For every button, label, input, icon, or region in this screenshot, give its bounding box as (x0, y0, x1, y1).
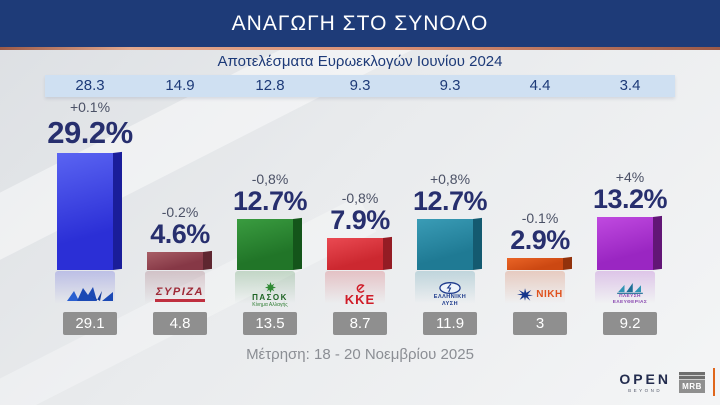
nd-flag-icon (67, 287, 113, 301)
kke-logo-text: ΚΚΕ (344, 291, 376, 307)
elliniki-lysi-logo-subtext: ΛΥΣΗ (441, 300, 459, 307)
pasok-logo-subtext: Κίνημα Αλλαγής (252, 301, 288, 308)
plefsi-logo-text: ΠΛΕΥΣΗ (619, 294, 641, 300)
pasok-logo-text: ΠΑΣΟΚ (252, 292, 288, 302)
previous-value-badge: 9.2 (603, 312, 657, 335)
euro-result-nd: 28.3 (75, 77, 105, 94)
bar-elliniki-lysi (417, 217, 482, 270)
previous-value-badge: 29.1 (63, 312, 117, 335)
previous-value-badge: 3 (513, 312, 567, 335)
header-bar: ΑΝΑΓΩΓΗ ΣΤΟ ΣΥΝΟΛΟ (0, 0, 720, 47)
bar-side-face (113, 151, 122, 270)
value-label: 2.9% (510, 225, 570, 255)
open-logo-text: OPEN (619, 371, 671, 387)
party-column-nd: +0.1% 29.2% 29.1 (45, 97, 135, 342)
delta-label: -0,8% (251, 171, 289, 187)
party-column-kke: -0,8% 7.9% ΚΚΕ 8.7 (315, 97, 405, 342)
syriza-logo: ΣΥΡΙΖΑ (135, 281, 225, 308)
delta-label: -0.2% (161, 204, 199, 220)
bar-reflection (145, 271, 205, 309)
niki-logo-text: ΝΙΚΗ (536, 288, 563, 300)
accent-vertical-line (713, 368, 715, 396)
sailboat-icon (617, 283, 643, 295)
bar-side-face (653, 215, 662, 270)
party-column-plefsi-eleftherias: +4% 13.2% ΠΛΕΥΣΗ ΕΛΕΥΘΕΡΙΑΣ 9.2 (585, 97, 675, 342)
bar-reflection (55, 271, 115, 309)
delta-label: -0,8% (341, 190, 379, 206)
syriza-logo-underline (155, 299, 205, 302)
delta-label: -0.1% (521, 210, 559, 226)
survey-date-note: Μέτρηση: 18 - 20 Νοεμβρίου 2025 (246, 346, 474, 363)
bar-pasok (237, 217, 302, 270)
bar-side-face (293, 217, 302, 270)
party-column-elliniki-lysi: +0,8% 12.7% ΕΛΛΗΝΙΚΗ ΛΥΣΗ 11.9 (405, 97, 495, 342)
bar-syriza (147, 250, 212, 270)
open-logo-tagline: BEYOND (628, 388, 663, 393)
bar-nd (57, 151, 122, 270)
bar-plefsi-eleftherias (597, 215, 662, 270)
bar-chart: +0.1% 29.2% 29.1 -0.2% 4.6% ΣΥΡΙΖΑ (45, 97, 675, 342)
euro-result-elliniki-lysi: 9.3 (439, 77, 461, 94)
previous-value-badge: 8.7 (333, 312, 387, 335)
nd-logo (45, 281, 135, 308)
elliniki-lysi-logo-text: ΕΛΛΗΝΙΚΗ (433, 294, 467, 300)
euro-results-band: 28.3 14.9 12.8 9.3 9.3 4.4 3.4 (45, 75, 675, 97)
elliniki-lysi-logo: ΕΛΛΗΝΙΚΗ ΛΥΣΗ (405, 281, 495, 308)
party-column-niki: -0.1% 2.9% ΝΙΚΗ 3 (495, 97, 585, 342)
mrb-pollster-logo: MRB (679, 371, 705, 393)
value-label: 12.7% (232, 186, 308, 216)
euro-result-niki: 4.4 (529, 77, 551, 94)
plefsi-eleftherias-logo: ΠΛΕΥΣΗ ΕΛΕΥΘΕΡΙΑΣ (585, 281, 675, 308)
euro-result-syriza: 14.9 (165, 77, 195, 94)
bar-side-face (563, 256, 572, 270)
delta-label: +0,8% (429, 171, 471, 187)
kke-logo: ΚΚΕ (315, 281, 405, 308)
party-column-syriza: -0.2% 4.6% ΣΥΡΙΖΑ 4.8 (135, 97, 225, 342)
bar-side-face (383, 236, 392, 270)
bar-side-face (203, 250, 212, 270)
previous-value-badge: 4.8 (153, 312, 207, 335)
value-label: 4.6% (150, 219, 210, 249)
bar-kke (327, 236, 392, 270)
bar-niki (507, 256, 572, 270)
bar-reflection (595, 271, 655, 309)
bar-reflection (235, 271, 295, 309)
previous-value-badge: 11.9 (423, 312, 477, 335)
delta-label: +0.1% (69, 99, 111, 115)
pasok-logo: ΠΑΣΟΚ Κίνημα Αλλαγής (225, 281, 315, 308)
accent-divider (0, 47, 720, 50)
party-column-pasok: -0,8% 12.7% ΠΑΣΟΚ Κίνημα Αλλαγής 13.5 (225, 97, 315, 342)
branding-area: OPEN BEYOND MRB (619, 368, 715, 396)
bar-reflection (325, 271, 385, 309)
hammer-sickle-icon (356, 283, 365, 293)
euro-result-plefsi: 3.4 (619, 77, 641, 94)
bar-side-face (473, 217, 482, 270)
open-channel-logo: OPEN BEYOND (619, 371, 671, 393)
page-title: ΑΝΑΓΩΓΗ ΣΤΟ ΣΥΝΟΛΟ (231, 11, 489, 35)
pasok-sun-icon (264, 281, 276, 293)
niki-logo: ΝΙΚΗ (495, 281, 585, 308)
value-label: 13.2% (592, 184, 668, 214)
niki-star-icon (517, 288, 534, 301)
mrb-logo-bars (679, 371, 705, 380)
mrb-logo-text: MRB (679, 379, 705, 393)
plefsi-logo-subtext: ΕΛΕΥΘΕΡΙΑΣ (612, 300, 648, 305)
value-label: 7.9% (330, 205, 390, 235)
syriza-logo-text: ΣΥΡΙΖΑ (156, 286, 204, 298)
value-label: 12.7% (412, 186, 488, 216)
euro-result-pasok: 12.8 (255, 77, 285, 94)
euro-result-kke: 9.3 (349, 77, 371, 94)
elliniki-lysi-emblem-icon (439, 282, 461, 294)
bar-reflection (505, 271, 565, 309)
subtitle: Αποτελέσματα Ευρωεκλογών Ιουνίου 2024 (217, 53, 503, 70)
value-label: 29.2% (47, 115, 133, 150)
previous-value-badge: 13.5 (243, 312, 297, 335)
delta-label: +4% (615, 169, 645, 185)
